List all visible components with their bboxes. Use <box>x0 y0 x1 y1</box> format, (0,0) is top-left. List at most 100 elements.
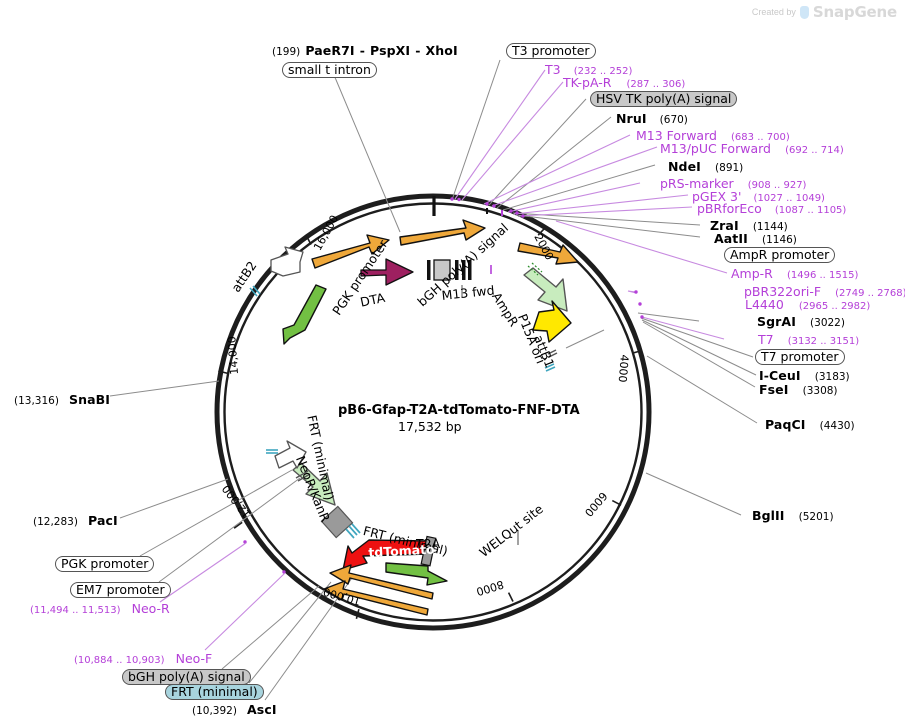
feature-arrow-ampr <box>523 262 568 312</box>
label-tk-pa-r[interactable]: TK-pA-R (287 .. 306) <box>563 74 685 91</box>
label-small-t-intron[interactable]: small t intron <box>282 61 377 79</box>
label-nrui[interactable]: NruI (670) <box>616 110 688 127</box>
enzyme-paci-position: (12,283) <box>33 516 78 528</box>
label-em7-promoter[interactable]: EM7 promoter <box>70 581 171 599</box>
primer-l4440: L4440 <box>745 297 784 312</box>
feature-arrow-orange-2 <box>399 219 486 246</box>
feature-arrow-tdtomato <box>342 535 437 571</box>
label-t7-promoter[interactable]: T7 promoter <box>755 348 845 366</box>
label-bgh-polya-signal-left[interactable]: bGH poly(A) signal <box>122 668 251 686</box>
enzyme-bglii-position: (5201) <box>798 511 834 523</box>
label-paer7i-pspxi-xhoi[interactable]: (199) PaeR7I - PspXI - XhoI <box>272 42 458 59</box>
feature-arrow-orange-5 <box>323 580 429 616</box>
primer-pbr322ori-f-range: (2749 .. 2768) <box>835 288 905 299</box>
enzyme-paer7i: PaeR7I <box>305 43 355 58</box>
enzyme-bglii: BglII <box>752 508 785 523</box>
label-pbr322ori-f[interactable]: pBR322ori-F (2749 .. 2768) <box>744 283 905 300</box>
attb2-marker <box>249 285 261 297</box>
enzyme-nrui-position: (670) <box>659 114 688 126</box>
feature-dots <box>243 197 644 574</box>
feature-frt-minimal-box <box>320 505 361 539</box>
separator-dash-1: - <box>359 43 365 58</box>
label-t7-primer[interactable]: T7 (3132 .. 3151) <box>758 331 859 348</box>
watermark-created-by: Created by <box>751 7 796 17</box>
enzyme-pspxi: PspXI <box>370 43 411 58</box>
label-i-ceui[interactable]: I-CeuI (3183) <box>759 367 850 384</box>
feature-arrow-green-bottom <box>385 562 448 586</box>
primer-pbrforeco-range: (1087 .. 1105) <box>774 205 847 216</box>
label-sgrai[interactable]: SgrAI (3022) <box>757 313 845 330</box>
label-paci[interactable]: (12,283) PacI <box>33 512 118 529</box>
feature-arrow-green-left <box>282 284 327 345</box>
feature-arrow-em7-promoter <box>266 440 311 482</box>
plasmid-size: 17,532 bp <box>398 419 462 434</box>
primer-m13-forward: M13 Forward <box>636 128 717 143</box>
enzyme-i-ceui: I-CeuI <box>759 368 801 383</box>
primer-tk-pa-r: TK-pA-R <box>563 75 612 90</box>
label-ampr-promoter[interactable]: AmpR promoter <box>724 246 836 264</box>
primer-neo-r: Neo-R <box>131 601 170 616</box>
primer-tk-pa-r-range: (287 .. 306) <box>626 79 686 90</box>
feature-arrow-orange-3 <box>517 242 579 265</box>
label-aatii[interactable]: AatII (1146) <box>714 230 797 247</box>
inner-label-t2a: T2A <box>416 536 441 551</box>
snapgene-watermark: Created by SnapGene <box>752 3 897 21</box>
leader-lines-purple <box>454 69 728 340</box>
label-pgex-3prime[interactable]: pGEX 3' (1027 .. 1049) <box>692 188 825 205</box>
label-frt-minimal-left[interactable]: FRT (minimal) <box>165 683 264 701</box>
ruler-ticks <box>218 226 643 620</box>
primer-m13-puc-forward-range: (692 .. 714) <box>785 145 844 156</box>
label-amp-r[interactable]: Amp-R (1496 .. 1515) <box>731 265 858 282</box>
primer-t3: T3 <box>545 62 561 77</box>
feature-box-small-t-intron: small t intron <box>282 62 377 79</box>
label-t3-promoter[interactable]: T3 promoter <box>506 42 596 60</box>
label-m13-puc-forward[interactable]: M13/pUC Forward (692 .. 714) <box>660 140 844 157</box>
label-bglii[interactable]: BglII (5201) <box>752 507 834 524</box>
feature-box-hsv-tk-polya: HSV TK poly(A) signal <box>590 91 738 108</box>
label-snabi[interactable]: (13,316) SnaBI <box>14 391 110 408</box>
enzyme-asci: AscI <box>247 702 277 717</box>
label-neo-f[interactable]: (10,884 .. 10,903) Neo-F <box>74 650 212 667</box>
label-hsv-tk-polya-signal[interactable]: HSV TK poly(A) signal <box>590 90 738 108</box>
enzyme-snabi: SnaBI <box>69 392 111 407</box>
label-zrai[interactable]: ZraI (1144) <box>710 217 788 234</box>
primer-pbr322ori-f: pBR322ori-F <box>744 284 822 299</box>
label-neo-r[interactable]: (11,494 .. 11,513) Neo-R <box>30 600 170 617</box>
enzyme-sgrai: SgrAI <box>757 314 796 329</box>
primer-pbrforeco: pBRforEco <box>697 201 762 216</box>
feature-box-em7-promoter: EM7 promoter <box>70 582 171 599</box>
label-t3-primer[interactable]: T3 (232 .. 252) <box>545 61 632 78</box>
page-title: pB6-Gfap-T2A-tdTomato-FNF-DTA <box>338 403 580 418</box>
tick-label-14000: 14,000 <box>225 335 241 376</box>
primer-neo-f: Neo-F <box>175 651 213 666</box>
primer-t3-range: (232 .. 252) <box>573 66 633 77</box>
feature-arrow-pgk-promoter <box>270 246 304 277</box>
label-fsei[interactable]: FseI (3308) <box>759 381 838 398</box>
label-pbrforeco[interactable]: pBRforEco (1087 .. 1105) <box>697 200 846 217</box>
primer-l4440-range: (2965 .. 2982) <box>798 301 871 312</box>
tick-label-4000: 4000 <box>615 353 631 383</box>
enzyme-ndei-position: (891) <box>715 162 744 174</box>
inner-label-tdtomato: tdTomato <box>367 541 436 560</box>
feature-box-bgh-polya: bGH poly(A) signal <box>122 669 251 686</box>
label-ndei[interactable]: NdeI (891) <box>668 158 743 175</box>
feature-box-t3-promoter: T3 promoter <box>506 43 596 60</box>
primer-m13-puc-forward: M13/pUC Forward <box>660 141 771 156</box>
enzyme-sgrai-position: (3022) <box>810 317 845 329</box>
label-m13-forward[interactable]: M13 Forward (683 .. 700) <box>636 127 790 144</box>
leader-lines-left-purple <box>159 542 286 651</box>
primer-pgex-3prime-range: (1027 .. 1049) <box>753 193 825 204</box>
attb1-marker <box>544 329 605 372</box>
label-paqci[interactable]: PaqCI (4430) <box>765 416 855 433</box>
enzyme-paci: PacI <box>88 513 118 528</box>
enzyme-fsei: FseI <box>759 382 789 397</box>
label-l4440[interactable]: L4440 (2965 .. 2982) <box>745 296 870 313</box>
label-asci[interactable]: (10,392) AscI <box>192 701 277 718</box>
enzyme-paqci: PaqCI <box>765 417 806 432</box>
separator-dash-2: - <box>415 43 421 58</box>
label-prs-marker[interactable]: pRS-marker (908 .. 927) <box>660 175 806 192</box>
label-pgk-promoter[interactable]: PGK promoter <box>55 555 155 573</box>
feature-arrow-dta <box>360 258 414 286</box>
